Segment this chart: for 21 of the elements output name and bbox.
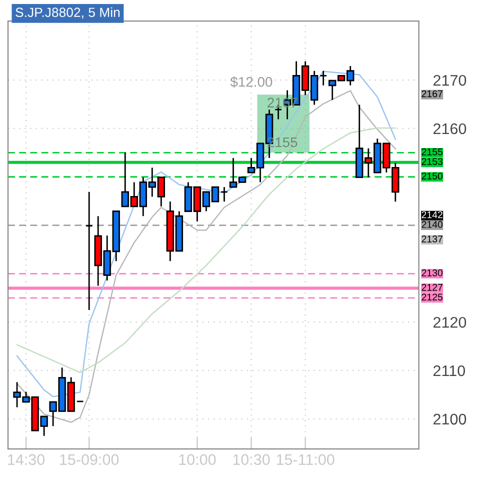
candlestick bbox=[85, 191, 93, 311]
text: 2142 bbox=[422, 211, 442, 218]
ref-line-label: 2140 bbox=[422, 221, 443, 228]
ref-line-label: 2125 bbox=[422, 294, 443, 300]
candlestick bbox=[220, 186, 228, 202]
y-tick-label: 2120 bbox=[433, 316, 466, 328]
annotation: $12.00 bbox=[230, 76, 272, 88]
line-series bbox=[16, 127, 396, 374]
y-tick-label: 2100 bbox=[433, 414, 466, 425]
ref-line-label: 2127 bbox=[422, 284, 442, 291]
ref-line-label: 2153 bbox=[422, 158, 442, 165]
ref-line-label: 2130 bbox=[422, 269, 443, 276]
text: 2167 bbox=[422, 90, 442, 98]
y-tick-label: 2170 bbox=[433, 74, 466, 86]
y-tick-label: 2110 bbox=[433, 365, 465, 376]
candlestick bbox=[319, 70, 328, 86]
ref-line-label: 2155 bbox=[422, 148, 443, 156]
text: 2137 bbox=[422, 236, 442, 242]
ref-line-label: 2150 bbox=[422, 172, 443, 180]
chart-title: S.JP.J8802, 5 Min bbox=[16, 7, 120, 19]
y-tick-label: 2160 bbox=[433, 123, 466, 134]
